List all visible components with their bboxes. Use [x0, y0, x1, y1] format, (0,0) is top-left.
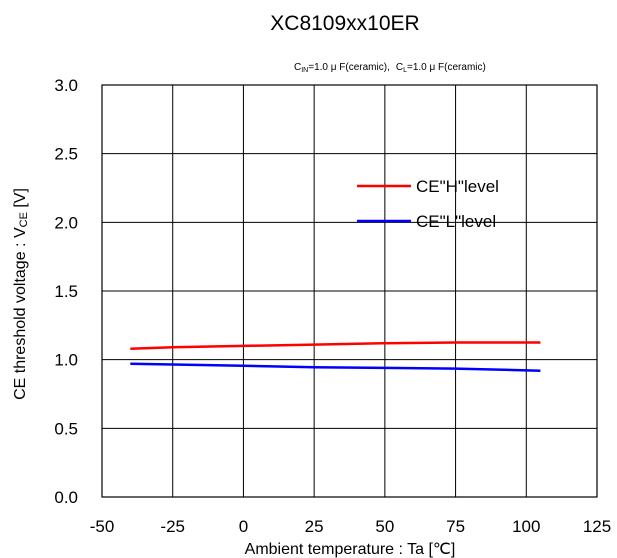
legend-label-h-level: CE"H"level: [416, 177, 499, 196]
series-lines: [130, 341, 541, 372]
cl-subscript: L: [403, 67, 407, 74]
x-axis-label: Ambient temperature : Ta [℃]: [245, 541, 456, 558]
y-tick-label: 2.5: [54, 145, 78, 164]
cl-symbol: C: [396, 62, 403, 73]
x-tick-labels: -50 -25 0 25 50 75 100 125: [90, 517, 611, 536]
y-tick-label: 0.5: [54, 419, 78, 438]
legend-label-l-level: CE"L"level: [416, 212, 496, 231]
y-tick-label: 1.0: [54, 351, 78, 370]
x-tick-label: 125: [583, 517, 611, 536]
cin-subscript: IN: [301, 67, 308, 74]
plot-frame: [101, 84, 598, 498]
y-tick-label: 1.5: [54, 282, 78, 301]
chart-title: XC8109xx10ER: [270, 12, 419, 35]
x-tick-label: -25: [160, 517, 185, 536]
x-tick-label: 50: [375, 517, 394, 536]
y-axis-label: CE threshold voltage : VCE [V]: [12, 188, 30, 400]
legend: CE"H"level CE"L"level: [357, 177, 499, 231]
cl-value: =1.0 μ F(ceramic): [407, 62, 486, 73]
y-tick-label: 2.0: [54, 213, 78, 232]
y-tick-label: 3.0: [54, 76, 78, 95]
test-conditions: CIN=1.0 μ F(ceramic), CL=1.0 μ F(ceramic): [294, 62, 486, 74]
y-tick-labels: 0.0 0.5 1.0 1.5 2.0 2.5 3.0: [54, 76, 78, 507]
x-tick-label: -50: [90, 517, 115, 536]
series-line-h-level: [130, 341, 541, 350]
grid: [101, 84, 598, 498]
series-line-l-level: [130, 362, 541, 372]
x-tick-label: 75: [446, 517, 465, 536]
x-tick-label: 0: [239, 517, 248, 536]
y-tick-label: 0.0: [54, 488, 78, 507]
cin-value: =1.0 μ F(ceramic),: [308, 62, 390, 73]
cin-symbol: C: [294, 62, 301, 73]
x-tick-label: 100: [512, 517, 540, 536]
x-tick-label: 25: [305, 517, 324, 536]
